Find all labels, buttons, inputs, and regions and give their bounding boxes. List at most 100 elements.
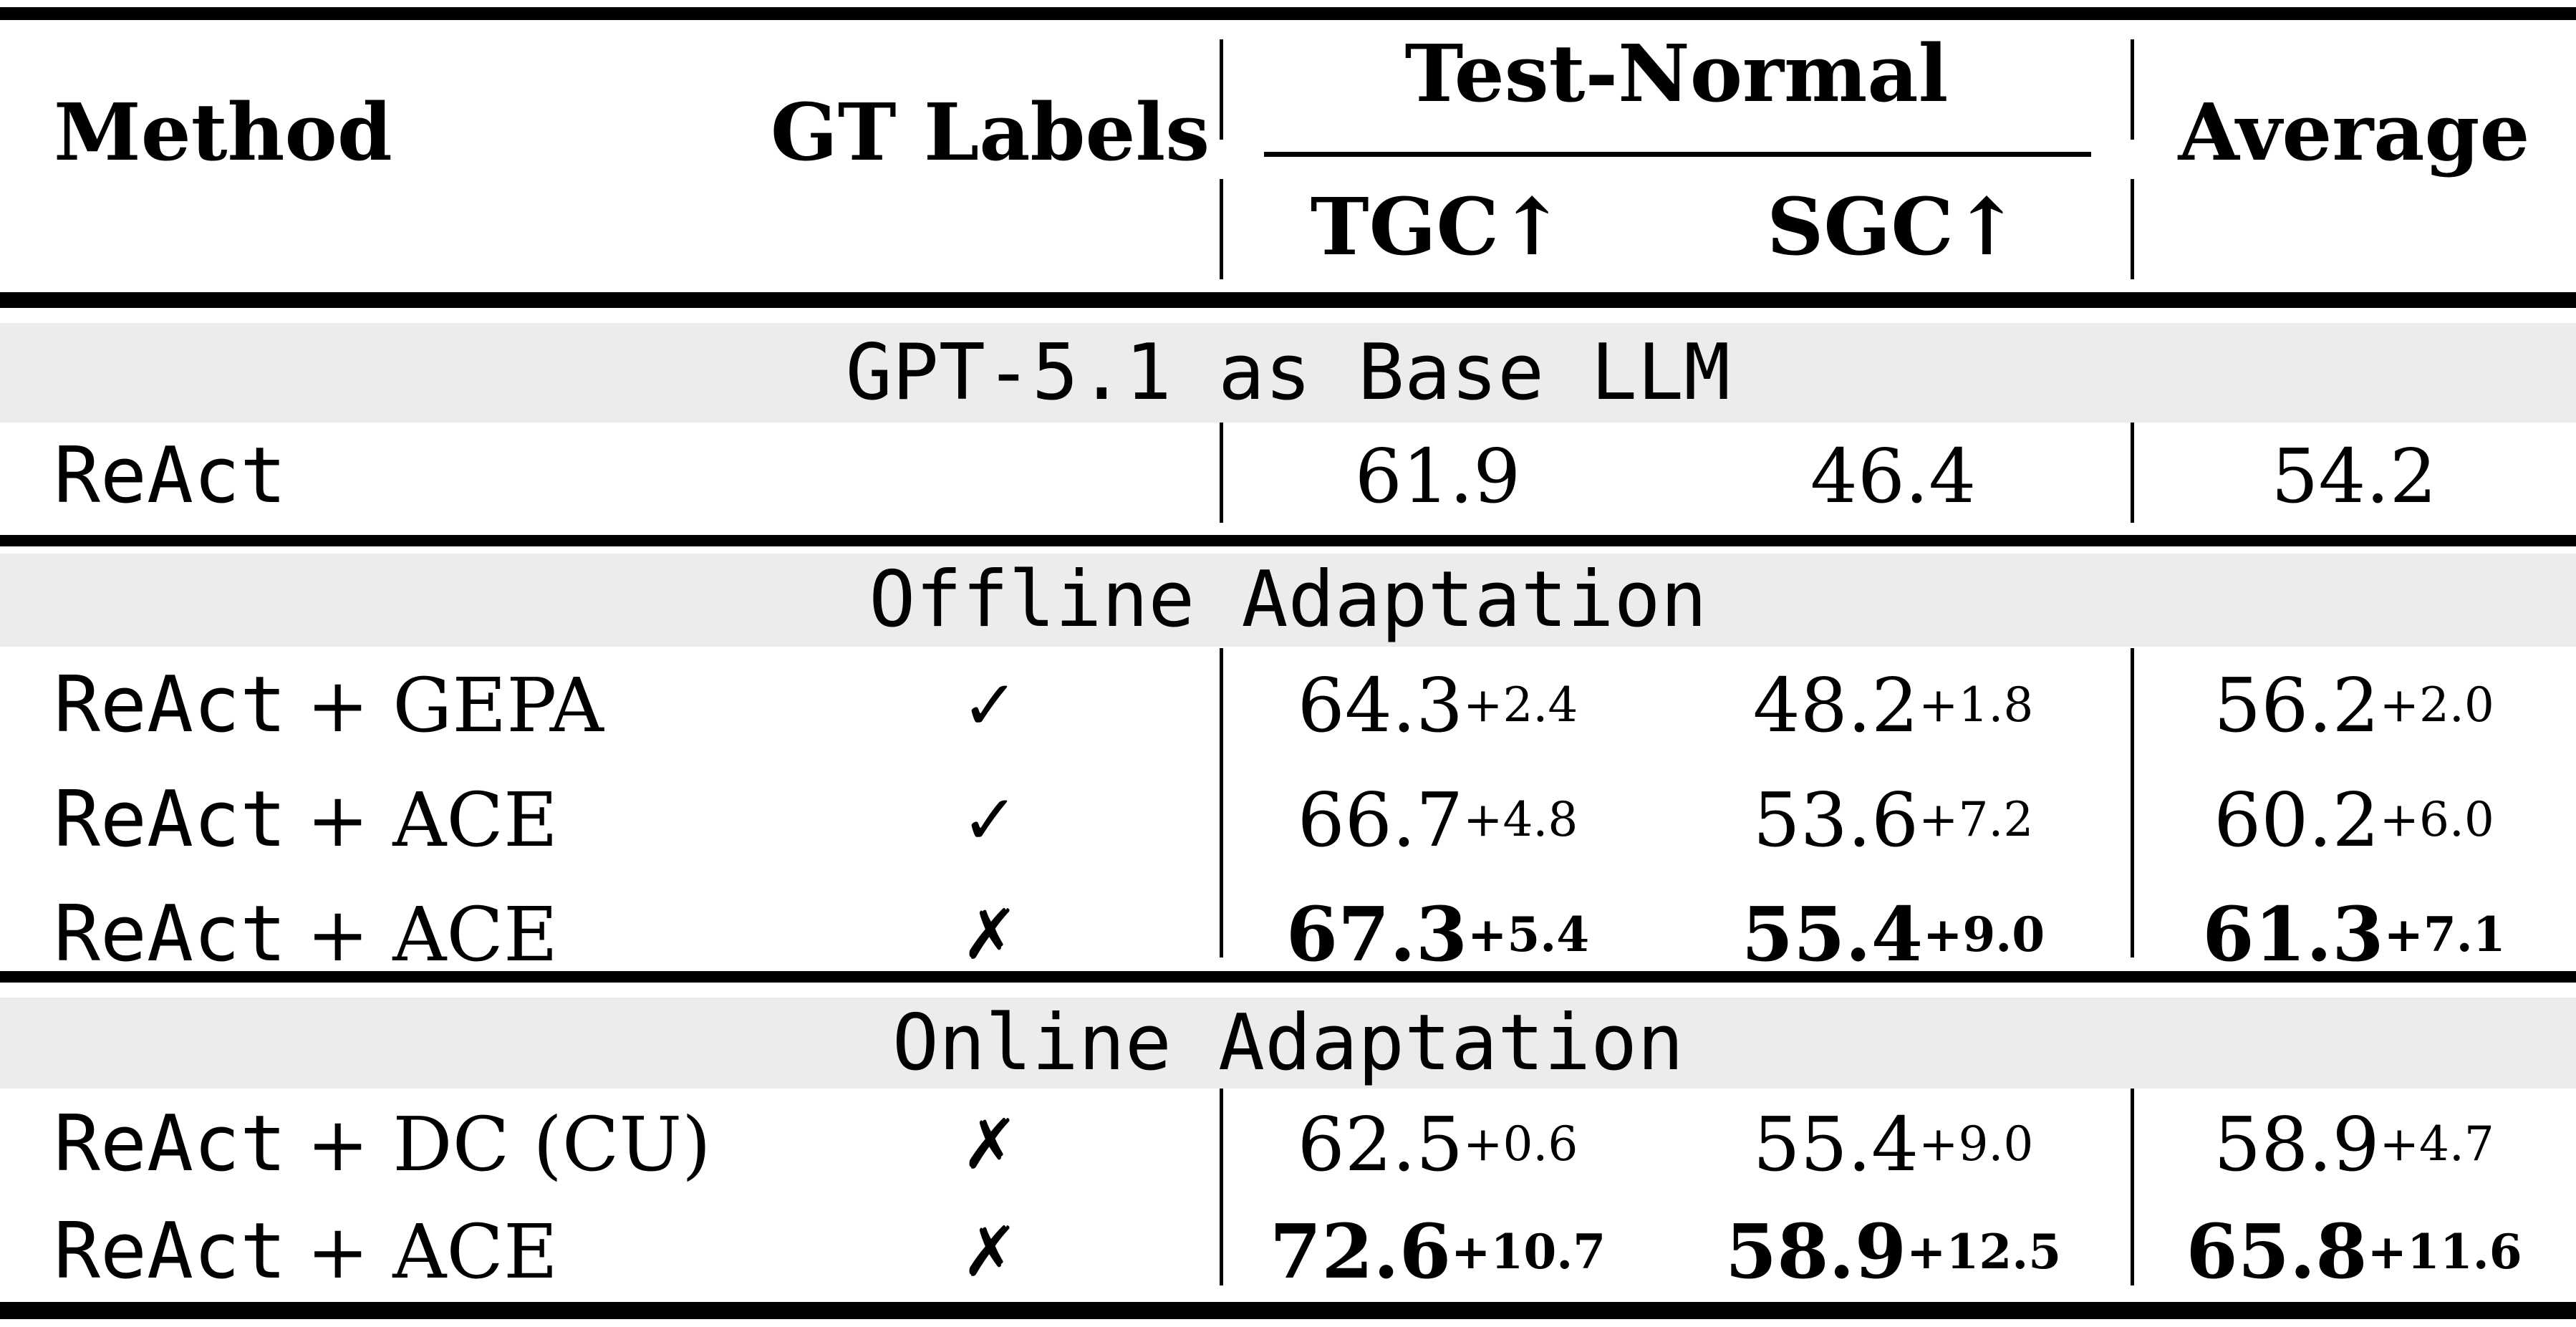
gt-cell: ✗	[759, 1089, 1221, 1200]
avg-cell: 56.2 +2.0	[2132, 648, 2576, 763]
section-band-online: Online Adaptation	[0, 998, 2576, 1089]
bottom-rule	[0, 1302, 2576, 1319]
method-suffix: + DC (CU)	[307, 1100, 711, 1188]
sgc-value: 58.9	[1724, 1207, 1907, 1295]
method-cell: ReAct + DC (CU)	[0, 1089, 759, 1200]
method-name: ReAct	[54, 431, 287, 521]
avg-delta: +4.7	[2379, 1116, 2494, 1172]
avg-value: 56.2	[2214, 662, 2380, 749]
header-vrule-left-bottom	[1220, 179, 1223, 279]
method-name: ReAct	[54, 1206, 287, 1296]
method-cell: ReAct	[0, 423, 759, 530]
average-column-header: Average	[2178, 86, 2530, 178]
section-band-base-llm: GPT-5.1 as Base LLM	[0, 323, 2576, 423]
sgc-delta: +12.5	[1906, 1223, 2062, 1280]
gt-cell: ✗	[759, 877, 1221, 992]
tgc-cell: 72.6 +10.7	[1221, 1200, 1654, 1303]
row-vrule-right	[2131, 763, 2134, 877]
method-suffix: + ACE	[307, 1207, 558, 1295]
header-vrule-left-top	[1220, 39, 1223, 140]
table-row: ReAct 61.9 46.4 54.2	[0, 423, 2576, 530]
tgc-cell: 62.5 +0.6	[1221, 1089, 1654, 1200]
gt-cell: ✗	[759, 1200, 1221, 1303]
cross-icon: ✗	[961, 894, 1019, 975]
sgc-cell: 58.9 +12.5	[1654, 1200, 2132, 1303]
row-vrule-left	[1220, 648, 1223, 763]
table-row: ReAct + ACE ✗ 67.3 +5.4 55.4 +9.0 61.3 +7.1	[0, 877, 2576, 992]
tgc-value: 72.6	[1269, 1207, 1452, 1295]
avg-cell: 61.3 +7.1	[2132, 877, 2576, 992]
top-rule	[0, 7, 2576, 20]
avg-value: 58.9	[2214, 1100, 2380, 1188]
tgc-delta: +2.4	[1463, 677, 1578, 733]
sgc-cell: 48.2 +1.8	[1654, 648, 2132, 763]
row-vrule-left	[1220, 1089, 1223, 1200]
sgc-delta: +1.8	[1919, 677, 2034, 733]
sgc-delta: +9.0	[1923, 907, 2045, 962]
avg-delta: +11.6	[2367, 1223, 2522, 1280]
sgc-value: 48.2	[1752, 662, 1919, 749]
section-title: Online Adaptation	[892, 998, 1684, 1088]
tgc-value: 67.3	[1285, 890, 1468, 978]
sgc-value: 46.4	[1810, 433, 1977, 520]
avg-delta: +7.1	[2383, 907, 2506, 962]
method-suffix: + ACE	[307, 891, 558, 978]
row-vrule-left	[1220, 423, 1223, 523]
sgc-cell: 55.4 +9.0	[1654, 877, 2132, 992]
gt-labels-column-header: GT Labels	[770, 86, 1210, 178]
cross-icon: ✗	[961, 1211, 1019, 1292]
tgc-value: 66.7	[1297, 776, 1464, 864]
row-vrule-left	[1220, 763, 1223, 877]
sgc-value: 55.4	[1741, 890, 1924, 978]
gt-cell: ✓	[759, 763, 1221, 877]
tgc-delta: +5.4	[1467, 907, 1590, 962]
tgc-value: 62.5	[1297, 1100, 1464, 1188]
sgc-value: 55.4	[1752, 1100, 1919, 1188]
avg-cell: 65.8 +11.6	[2132, 1200, 2576, 1303]
row-vrule-right	[2131, 877, 2134, 957]
method-column-header: Method	[54, 86, 392, 178]
tgc-value: 64.3	[1297, 662, 1464, 749]
method-suffix: + ACE	[307, 776, 558, 864]
avg-delta: +6.0	[2379, 792, 2494, 847]
method-name: ReAct	[54, 775, 287, 864]
method-cell: ReAct + ACE	[0, 877, 759, 992]
check-icon: ✓	[961, 780, 1019, 860]
avg-cell: 54.2	[2132, 423, 2576, 530]
method-name: ReAct	[54, 1099, 287, 1189]
table-row: ReAct + DC (CU) ✗ 62.5 +0.6 55.4 +9.0 58.9 +…	[0, 1089, 2576, 1200]
header-vrule-right-bottom	[2131, 179, 2134, 279]
avg-cell: 60.2 +6.0	[2132, 763, 2576, 877]
section-title: GPT-5.1 as Base LLM	[845, 327, 1731, 418]
test-normal-underline	[1264, 152, 2091, 157]
cross-icon: ✗	[961, 1104, 1019, 1184]
row-vrule-right	[2131, 1200, 2134, 1285]
sgc-delta: +9.0	[1919, 1116, 2034, 1172]
section-band-offline: Offline Adaptation	[0, 554, 2576, 647]
method-name: ReAct	[54, 660, 287, 750]
row-vrule-right	[2131, 648, 2134, 763]
tgc-cell: 61.9	[1221, 423, 1654, 530]
sgc-value: 53.6	[1752, 776, 1919, 864]
sgc-cell: 55.4 +9.0	[1654, 1089, 2132, 1200]
section-divider-rule	[0, 535, 2576, 546]
row-vrule-left	[1220, 877, 1223, 957]
section-title: Offline Adaptation	[869, 555, 1707, 645]
gt-cell: ✓	[759, 648, 1221, 763]
section-divider-rule	[0, 971, 2576, 983]
test-normal-group-header: Test-Normal	[1404, 27, 1949, 120]
gt-cell	[759, 423, 1221, 530]
method-cell: ReAct + ACE	[0, 1200, 759, 1303]
header-bottom-rule	[0, 292, 2576, 308]
row-vrule-left	[1220, 1200, 1223, 1285]
sgc-cell: 46.4	[1654, 423, 2132, 530]
avg-value: 61.3	[2202, 890, 2384, 978]
tgc-cell: 64.3 +2.4	[1221, 648, 1654, 763]
avg-delta: +2.0	[2379, 677, 2494, 733]
sgc-delta: +7.2	[1919, 792, 2034, 847]
tgc-delta: +0.6	[1463, 1116, 1578, 1172]
avg-value: 65.8	[2186, 1207, 2368, 1295]
method-suffix: + GEPA	[307, 662, 604, 749]
row-vrule-right	[2131, 1089, 2134, 1200]
